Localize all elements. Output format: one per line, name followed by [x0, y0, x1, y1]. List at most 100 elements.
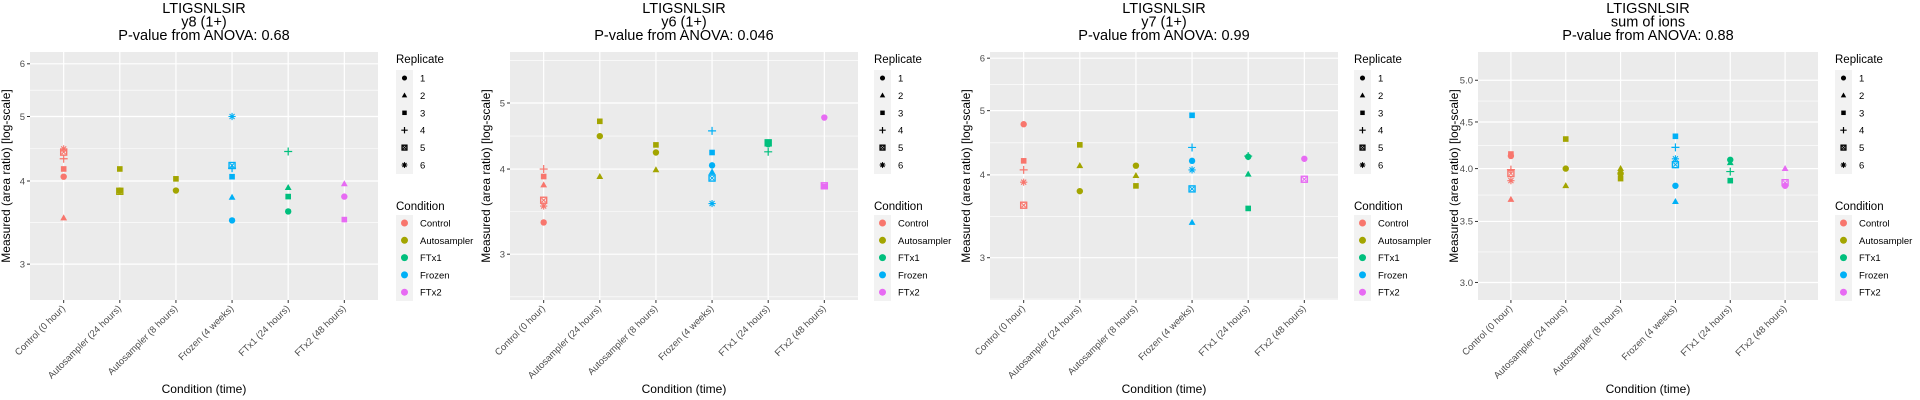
- legend-key-circle-icon: [1840, 75, 1847, 81]
- data-point: [1020, 121, 1027, 128]
- x-tick-label: FTx2 (48 hours): [1253, 303, 1309, 359]
- data-point: [1133, 183, 1139, 189]
- data-point: [1019, 165, 1028, 174]
- legend-key-circle-icon: [1840, 219, 1847, 227]
- plot-background: [510, 52, 858, 300]
- x-tick-label: FTx1 (24 hours): [717, 303, 773, 359]
- x-tick-label: FTx2 (48 hours): [293, 303, 349, 359]
- legend-label: FTx1: [420, 253, 442, 264]
- legend-label: 4: [898, 126, 903, 137]
- data-point: [59, 154, 68, 163]
- data-point: [116, 187, 124, 195]
- data-point: [228, 161, 236, 170]
- x-tick-label: FTx2 (48 hours): [773, 303, 829, 359]
- legend-key-circle-icon: [401, 288, 408, 296]
- legend-label: 3: [1378, 108, 1383, 119]
- data-point: [284, 208, 292, 215]
- y-axis-title: Measured (area ratio) [log-scale]: [959, 89, 973, 262]
- chart-title-line: LTIGSNLSIR: [642, 1, 726, 17]
- chart-title-line: P-value from ANOVA: 0.99: [1078, 28, 1249, 44]
- legend-key-asterisk-icon: [401, 162, 408, 168]
- data-point: [1671, 155, 1680, 163]
- x-tick-label: Control (0 hour): [1460, 303, 1515, 358]
- legend-label: 1: [420, 74, 425, 85]
- plot-background: [990, 52, 1338, 300]
- data-point: [1301, 155, 1308, 162]
- legend-key-circle-icon: [879, 271, 886, 279]
- legend-title-condition: Condition: [396, 201, 445, 213]
- legend-label: 5: [1378, 143, 1383, 154]
- legend-label: Autosampler: [420, 236, 473, 247]
- legend-key-circle-icon: [1840, 254, 1847, 262]
- legend-key-boxed-square-icon: [879, 144, 886, 151]
- data-point: [708, 174, 716, 182]
- legend-label: FTx2: [1859, 288, 1881, 299]
- data-point: [60, 214, 68, 221]
- legend-title-condition: Condition: [874, 201, 923, 213]
- data-point: [1132, 162, 1140, 169]
- x-tick-label: Control (0 hour): [493, 303, 548, 358]
- legend-label: 2: [1859, 91, 1864, 102]
- data-point: [60, 145, 68, 153]
- data-point: [540, 219, 547, 226]
- legend-key-circle-icon: [879, 219, 886, 227]
- legend-label: 6: [1859, 161, 1864, 172]
- y-tick-label: 4.5: [1460, 117, 1473, 128]
- legend-key-background: [1354, 70, 1371, 174]
- data-point: [1617, 170, 1624, 177]
- y-axis-title: Measured (area ratio) [log-scale]: [479, 89, 493, 262]
- data-point: [1507, 195, 1515, 202]
- legend-key-circle-icon: [1359, 219, 1366, 227]
- legend-key-circle-icon: [1359, 254, 1366, 262]
- legend-key-boxed-square-icon: [1359, 144, 1366, 151]
- data-point: [1507, 169, 1515, 178]
- legend-title-replicate: Replicate: [1354, 54, 1402, 66]
- legend-label: 4: [1378, 126, 1383, 137]
- legend-key-asterisk-icon: [1359, 162, 1366, 168]
- y-tick-label: 4: [500, 164, 505, 175]
- legend-label: 5: [420, 143, 425, 154]
- legend: Replicate 1 2 3 4 5 6 Condition Control Autosampl…: [1354, 54, 1431, 301]
- legend-label: Control: [898, 219, 929, 230]
- data-point: [1188, 157, 1196, 165]
- legend-label: FTx1: [898, 253, 920, 264]
- legend-key-circle-icon: [879, 236, 886, 244]
- legend-label: 5: [1859, 143, 1864, 154]
- legend-key-circle-icon: [1359, 236, 1366, 244]
- data-point: [341, 216, 348, 223]
- x-tick-label: FTx1 (24 hours): [237, 303, 293, 359]
- data-point: [1245, 205, 1251, 212]
- data-point: [1617, 175, 1624, 182]
- legend-key-circle-icon: [1840, 288, 1847, 296]
- y-tick-label: 4.0: [1460, 164, 1473, 175]
- y-tick-label: 3: [500, 250, 505, 261]
- chart-title-line: y8 (1+): [181, 15, 227, 31]
- data-point: [596, 132, 604, 140]
- data-point: [229, 173, 235, 180]
- legend-label: 3: [898, 108, 903, 119]
- y-axis-title: Measured (area ratio) [log-scale]: [1447, 89, 1461, 262]
- data-point: [1188, 218, 1196, 225]
- legend-label: 4: [1859, 126, 1864, 137]
- legend-label: 6: [898, 161, 903, 172]
- legend-key-triangle-icon: [1359, 92, 1366, 98]
- y-tick-label: 4: [20, 176, 25, 187]
- legend-label: Autosampler: [1378, 236, 1431, 247]
- legend-label: 6: [1378, 161, 1383, 172]
- chart-title-line: P-value from ANOVA: 0.046: [594, 28, 773, 44]
- x-tick-label: FTx1 (24 hours): [1679, 303, 1735, 359]
- x-tick-label: Frozen (4 weeks): [657, 303, 717, 363]
- y-tick-label: 3: [980, 253, 985, 264]
- data-point: [540, 202, 548, 210]
- legend-key-circle-icon: [401, 271, 408, 279]
- data-point: [820, 182, 829, 190]
- data-point: [1076, 187, 1084, 195]
- legend-label: 2: [1378, 91, 1383, 102]
- data-point: [340, 180, 348, 187]
- data-point: [1726, 167, 1735, 176]
- data-point: [821, 114, 828, 121]
- data-point: [1671, 143, 1680, 152]
- data-point: [60, 166, 67, 172]
